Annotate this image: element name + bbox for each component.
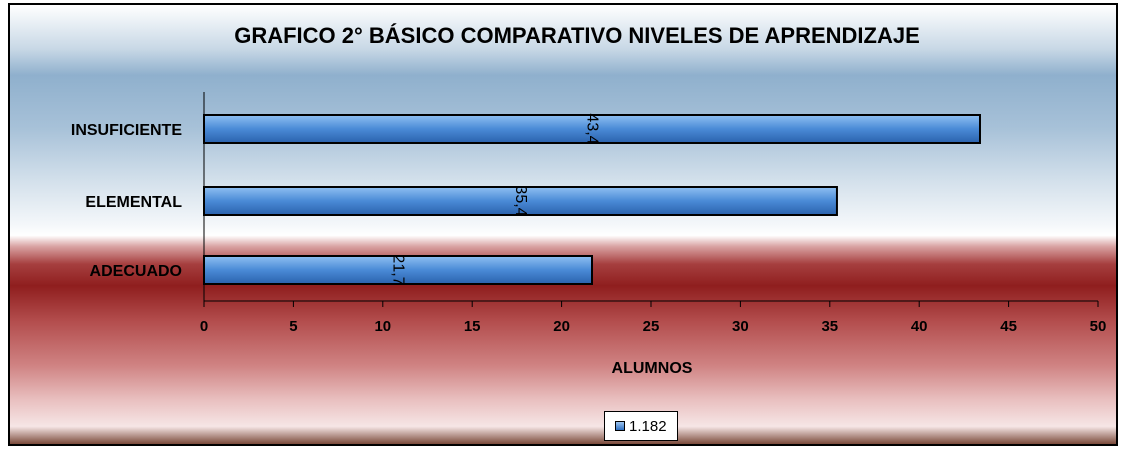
x-tick-label: 50 — [1090, 318, 1107, 335]
bar-chart: GRAFICO 2° BÁSICO COMPARATIVO NIVELES DE… — [10, 5, 1116, 444]
legend: 1.182 — [604, 411, 678, 441]
category-label-insuficiente: INSUFICIENTE — [71, 122, 182, 139]
data-label-insuficiente: 43,4 — [583, 113, 600, 144]
x-axis-title: ALUMNOS — [612, 360, 693, 377]
x-tick-label: 30 — [732, 318, 749, 335]
legend-label: 1.182 — [629, 418, 667, 435]
x-tick-label: 0 — [200, 318, 208, 335]
category-label-adecuado: ADECUADO — [90, 263, 182, 280]
data-label-adecuado: 21,7 — [389, 254, 406, 285]
chart-area: GRAFICO 2° BÁSICO COMPARATIVO NIVELES DE… — [8, 3, 1118, 446]
x-tick-label: 15 — [464, 318, 481, 335]
data-label-elemental: 35,4 — [512, 185, 529, 216]
x-tick-label: 20 — [553, 318, 570, 335]
chart-title: GRAFICO 2° BÁSICO COMPARATIVO NIVELES DE… — [234, 23, 920, 48]
x-tick-label: 45 — [1000, 318, 1017, 335]
x-tick-label: 35 — [821, 318, 838, 335]
x-tick-label: 10 — [374, 318, 391, 335]
category-label-elemental: ELEMENTAL — [85, 194, 182, 211]
legend-swatch — [615, 421, 625, 431]
x-tick-label: 25 — [643, 318, 660, 335]
x-tick-label: 40 — [911, 318, 928, 335]
x-tick-label: 5 — [289, 318, 297, 335]
